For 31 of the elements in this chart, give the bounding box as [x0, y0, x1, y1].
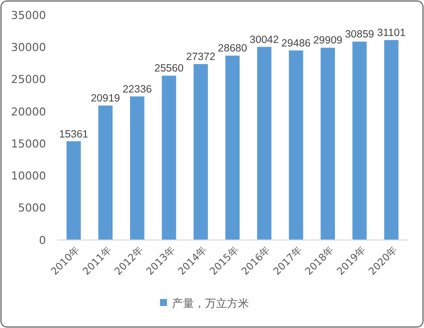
data-label: 29486 — [281, 37, 311, 50]
data-label: 31101 — [377, 27, 406, 40]
bar — [320, 48, 335, 240]
bar — [384, 40, 398, 240]
y-tick-label: 15000 — [11, 137, 46, 150]
bar — [352, 42, 367, 240]
data-label: 25560 — [154, 62, 184, 75]
bar — [225, 56, 240, 240]
bar — [66, 141, 81, 240]
data-label: 30859 — [344, 28, 374, 41]
bar — [162, 76, 176, 240]
data-label: 29909 — [313, 34, 343, 47]
y-tick-label: 35000 — [11, 8, 46, 22]
y-tick-label: 25000 — [11, 73, 46, 86]
data-label: 30042 — [250, 34, 280, 46]
bar — [257, 46, 272, 240]
bar — [130, 96, 144, 240]
y-tick-label: 5000 — [18, 202, 46, 215]
bar — [98, 106, 113, 240]
data-label: 28680 — [218, 42, 248, 55]
legend-label: 产量，万立方米 — [172, 296, 249, 310]
y-tick-label: 20000 — [11, 105, 46, 118]
bar — [194, 64, 208, 240]
y-tick-label: 0 — [39, 234, 46, 247]
data-label: 20919 — [90, 92, 120, 105]
data-label: 22336 — [122, 83, 152, 96]
data-label: 15361 — [59, 128, 88, 140]
bar — [288, 50, 304, 240]
y-tick-label: 10000 — [11, 170, 46, 183]
y-tick-label: 30000 — [11, 40, 46, 54]
data-label: 27372 — [186, 51, 216, 64]
